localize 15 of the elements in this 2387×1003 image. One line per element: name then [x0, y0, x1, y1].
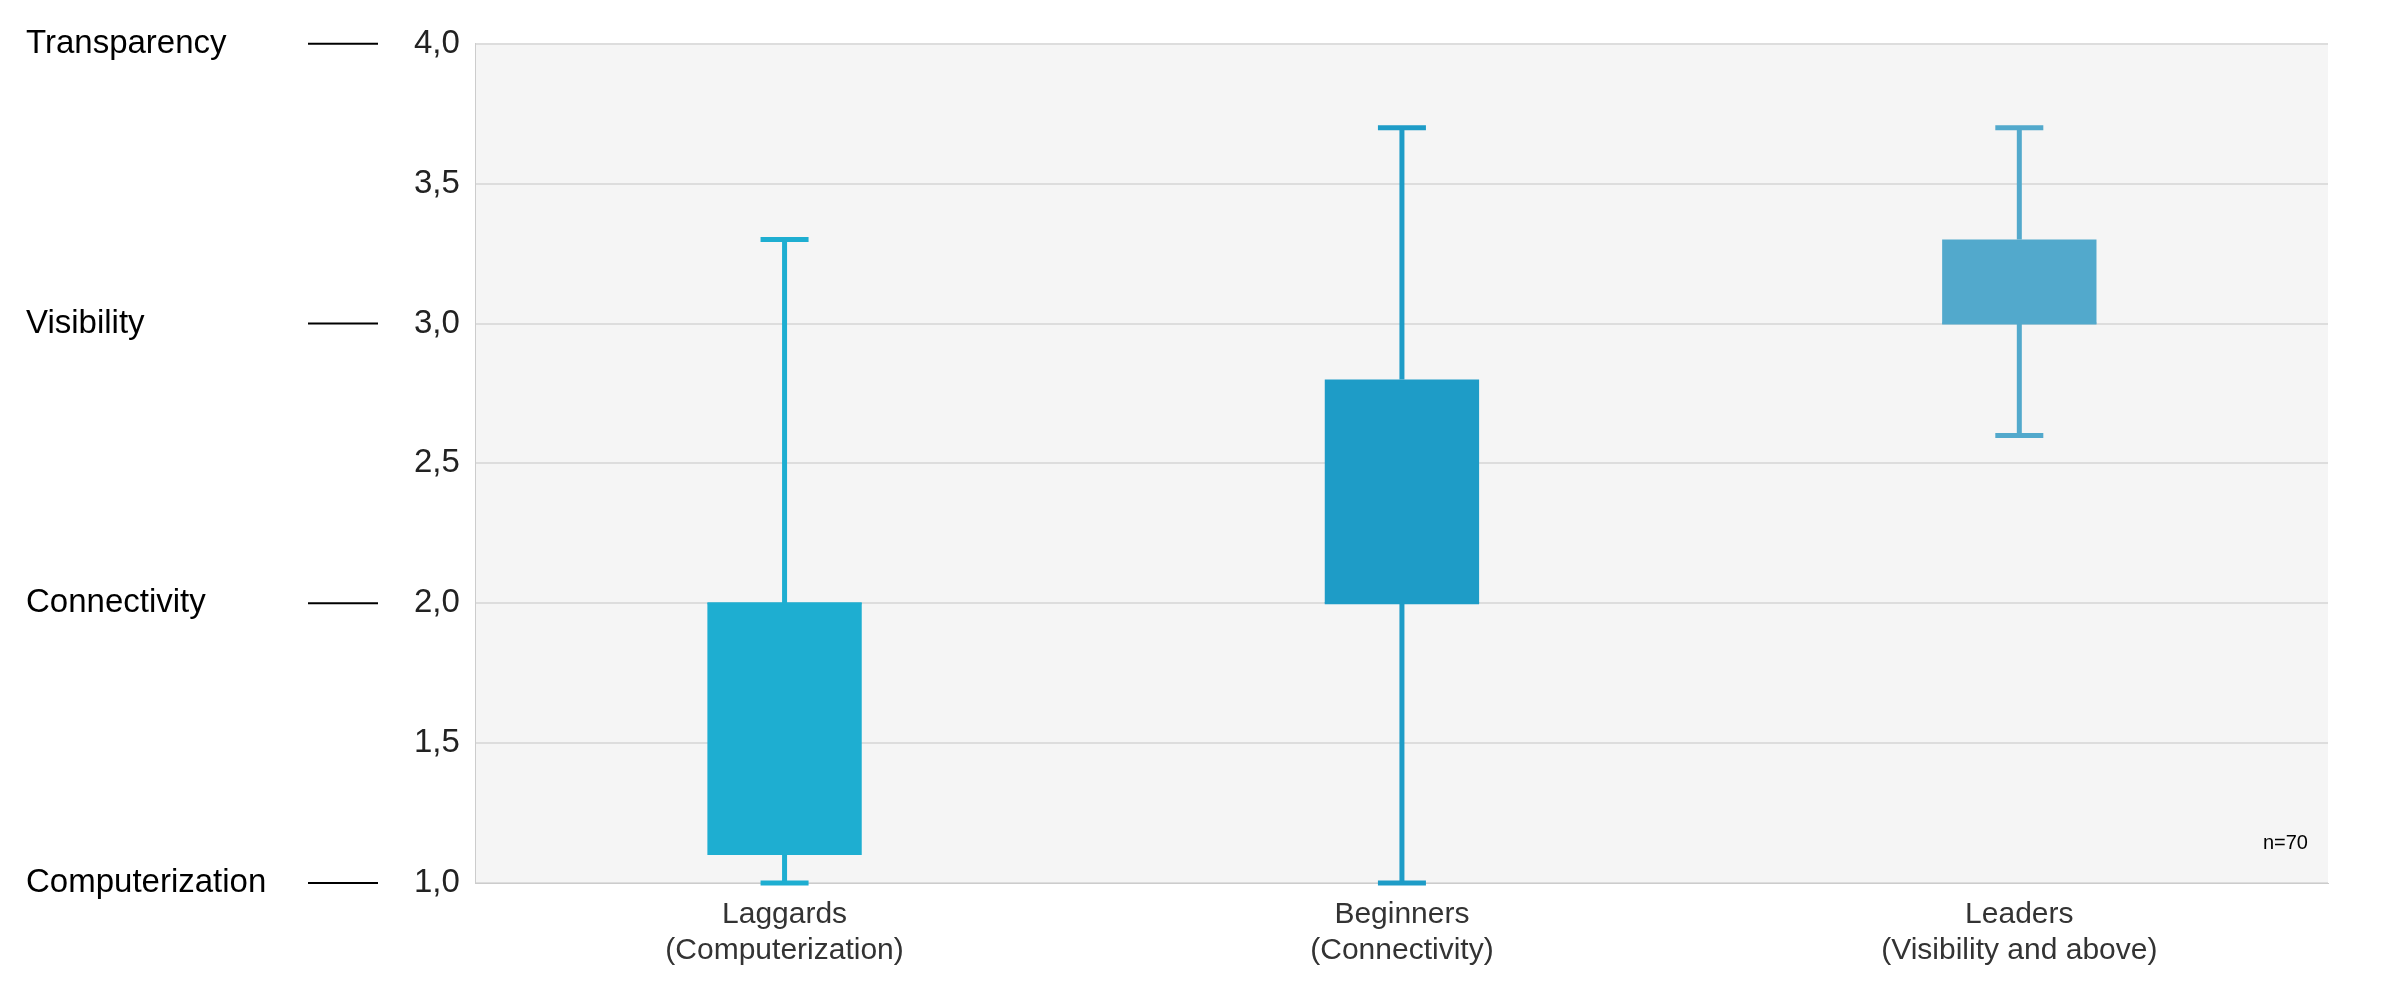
y-tick-label: 2,5: [414, 442, 460, 480]
text: Visibility: [26, 302, 146, 340]
text: Transparency: [26, 22, 228, 60]
y-tick-label: 1,5: [414, 722, 460, 760]
y-tick-label: 3,0: [414, 302, 460, 340]
x-tick-label: Leaders (Visibility and above): [1881, 896, 2158, 966]
y-tick-label: 2,0: [414, 582, 460, 620]
text: Connectivity: [26, 582, 207, 620]
x-tick-label: Laggards (Computerization): [665, 896, 904, 966]
y-tick-label: 3,5: [414, 162, 460, 200]
text: Computerization: [26, 862, 267, 900]
annotation: n=70: [2262, 830, 2308, 853]
y-tick-label: 1,0: [414, 862, 460, 900]
x-tick-label: Beginners (Connectivity): [1310, 896, 1494, 966]
y-tick-label: 4,0: [414, 22, 460, 60]
